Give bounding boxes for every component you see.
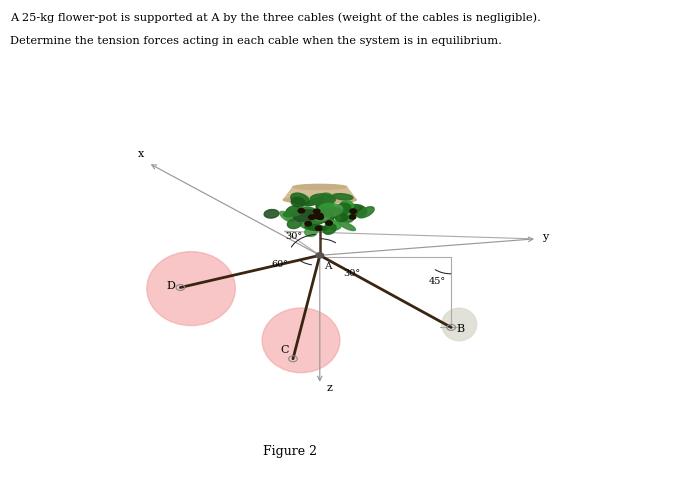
Text: D: D [166, 281, 175, 291]
Ellipse shape [336, 214, 348, 221]
Circle shape [313, 209, 320, 214]
Ellipse shape [339, 221, 356, 230]
Ellipse shape [286, 206, 300, 216]
Text: y: y [543, 232, 549, 242]
Ellipse shape [297, 213, 310, 220]
Ellipse shape [297, 207, 318, 216]
Text: 30°: 30° [343, 269, 361, 277]
Ellipse shape [262, 308, 340, 372]
Ellipse shape [280, 211, 293, 222]
Ellipse shape [340, 206, 351, 215]
Ellipse shape [341, 214, 354, 222]
Ellipse shape [317, 210, 334, 223]
Circle shape [316, 226, 322, 230]
Circle shape [309, 215, 315, 219]
Ellipse shape [333, 193, 353, 200]
Ellipse shape [147, 252, 235, 325]
Text: 30°: 30° [286, 232, 302, 241]
Circle shape [314, 213, 320, 217]
Ellipse shape [264, 210, 279, 218]
Text: Figure 2: Figure 2 [263, 445, 317, 458]
Ellipse shape [358, 207, 374, 218]
Ellipse shape [344, 204, 359, 210]
Circle shape [326, 221, 332, 225]
Circle shape [298, 208, 304, 213]
Ellipse shape [325, 220, 341, 230]
Ellipse shape [305, 225, 327, 231]
Text: A: A [324, 262, 331, 271]
Ellipse shape [323, 224, 336, 234]
Text: Determine the tension forces acting in each cable when the system is in equilibr: Determine the tension forces acting in e… [10, 36, 502, 46]
Ellipse shape [315, 212, 330, 221]
Text: z: z [326, 383, 332, 393]
Ellipse shape [307, 216, 328, 226]
Ellipse shape [287, 219, 301, 228]
Ellipse shape [283, 209, 304, 216]
Ellipse shape [441, 308, 477, 341]
Circle shape [317, 213, 323, 218]
Ellipse shape [293, 184, 347, 190]
Text: x: x [138, 148, 144, 158]
Ellipse shape [306, 198, 324, 206]
Circle shape [305, 222, 311, 226]
Circle shape [313, 214, 320, 219]
Circle shape [317, 215, 323, 220]
Ellipse shape [352, 205, 365, 217]
Ellipse shape [291, 193, 309, 205]
Ellipse shape [319, 208, 342, 216]
Ellipse shape [298, 209, 319, 217]
Text: 60°: 60° [271, 260, 288, 269]
Circle shape [350, 209, 356, 214]
Text: C: C [280, 345, 289, 355]
Ellipse shape [313, 210, 333, 220]
Ellipse shape [293, 210, 316, 222]
Ellipse shape [300, 223, 316, 230]
Ellipse shape [335, 203, 351, 215]
Ellipse shape [316, 203, 333, 212]
Text: 45°: 45° [429, 276, 446, 286]
Ellipse shape [283, 197, 356, 203]
Ellipse shape [349, 204, 367, 216]
Ellipse shape [320, 204, 343, 213]
Text: B: B [457, 324, 464, 334]
Ellipse shape [304, 228, 317, 237]
Ellipse shape [291, 197, 305, 207]
Ellipse shape [320, 193, 333, 202]
Circle shape [316, 253, 324, 258]
Text: A 25-kg flower-pot is supported at A by the three cables (weight of the cables i: A 25-kg flower-pot is supported at A by … [10, 12, 541, 23]
Ellipse shape [286, 214, 296, 221]
Ellipse shape [310, 194, 335, 204]
Polygon shape [283, 187, 356, 200]
Ellipse shape [318, 204, 336, 215]
Ellipse shape [341, 201, 354, 209]
Circle shape [349, 215, 356, 219]
Ellipse shape [307, 210, 323, 219]
